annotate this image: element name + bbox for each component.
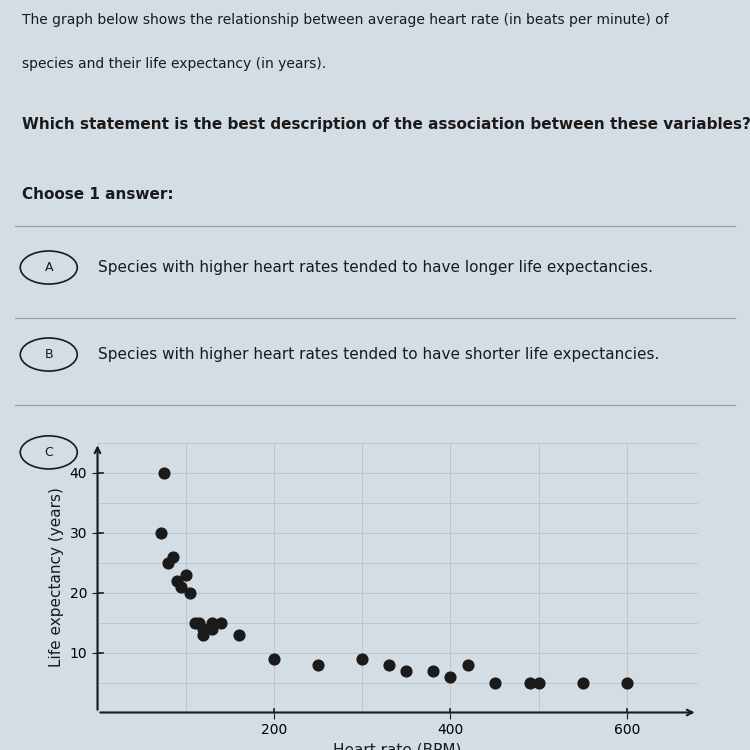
Text: Species with higher heart rates tended to have shorter life expectancies.: Species with higher heart rates tended t… xyxy=(98,347,658,362)
Point xyxy=(427,664,439,676)
Point xyxy=(180,568,192,580)
Text: Choose 1 answer:: Choose 1 answer: xyxy=(22,187,174,202)
Point xyxy=(184,586,196,598)
Point xyxy=(176,580,188,592)
Text: C: C xyxy=(44,446,53,459)
Point xyxy=(462,658,474,670)
Point xyxy=(356,652,368,664)
Point xyxy=(193,616,205,628)
Point xyxy=(312,658,324,670)
Point xyxy=(577,676,589,688)
Point xyxy=(197,622,209,634)
Point xyxy=(445,670,457,682)
Point xyxy=(158,466,170,478)
Point xyxy=(155,526,167,538)
Point xyxy=(166,550,178,562)
Point xyxy=(232,628,244,640)
Point xyxy=(621,676,633,688)
Point xyxy=(162,556,174,568)
Point xyxy=(488,676,500,688)
Point xyxy=(532,676,544,688)
X-axis label: Heart rate (BPM): Heart rate (BPM) xyxy=(333,742,462,750)
Text: species and their life expectancy (in years).: species and their life expectancy (in ye… xyxy=(22,56,327,70)
Text: A: A xyxy=(44,261,53,274)
Point xyxy=(171,574,183,586)
Point xyxy=(400,664,412,676)
Text: There is no clear relationship between heart rates and life expectancies.: There is no clear relationship between h… xyxy=(98,445,654,460)
Point xyxy=(197,628,209,640)
Point xyxy=(382,658,394,670)
Point xyxy=(215,616,227,628)
Text: Which statement is the best description of the association between these variabl: Which statement is the best description … xyxy=(22,118,750,133)
Point xyxy=(524,676,536,688)
Point xyxy=(206,622,218,634)
Point xyxy=(206,616,218,628)
Point xyxy=(188,616,200,628)
Y-axis label: Life expectancy (years): Life expectancy (years) xyxy=(49,488,64,668)
Point xyxy=(268,652,280,664)
Text: Species with higher heart rates tended to have longer life expectancies.: Species with higher heart rates tended t… xyxy=(98,260,652,275)
Text: The graph below shows the relationship between average heart rate (in beats per : The graph below shows the relationship b… xyxy=(22,13,669,27)
Text: B: B xyxy=(44,348,53,361)
